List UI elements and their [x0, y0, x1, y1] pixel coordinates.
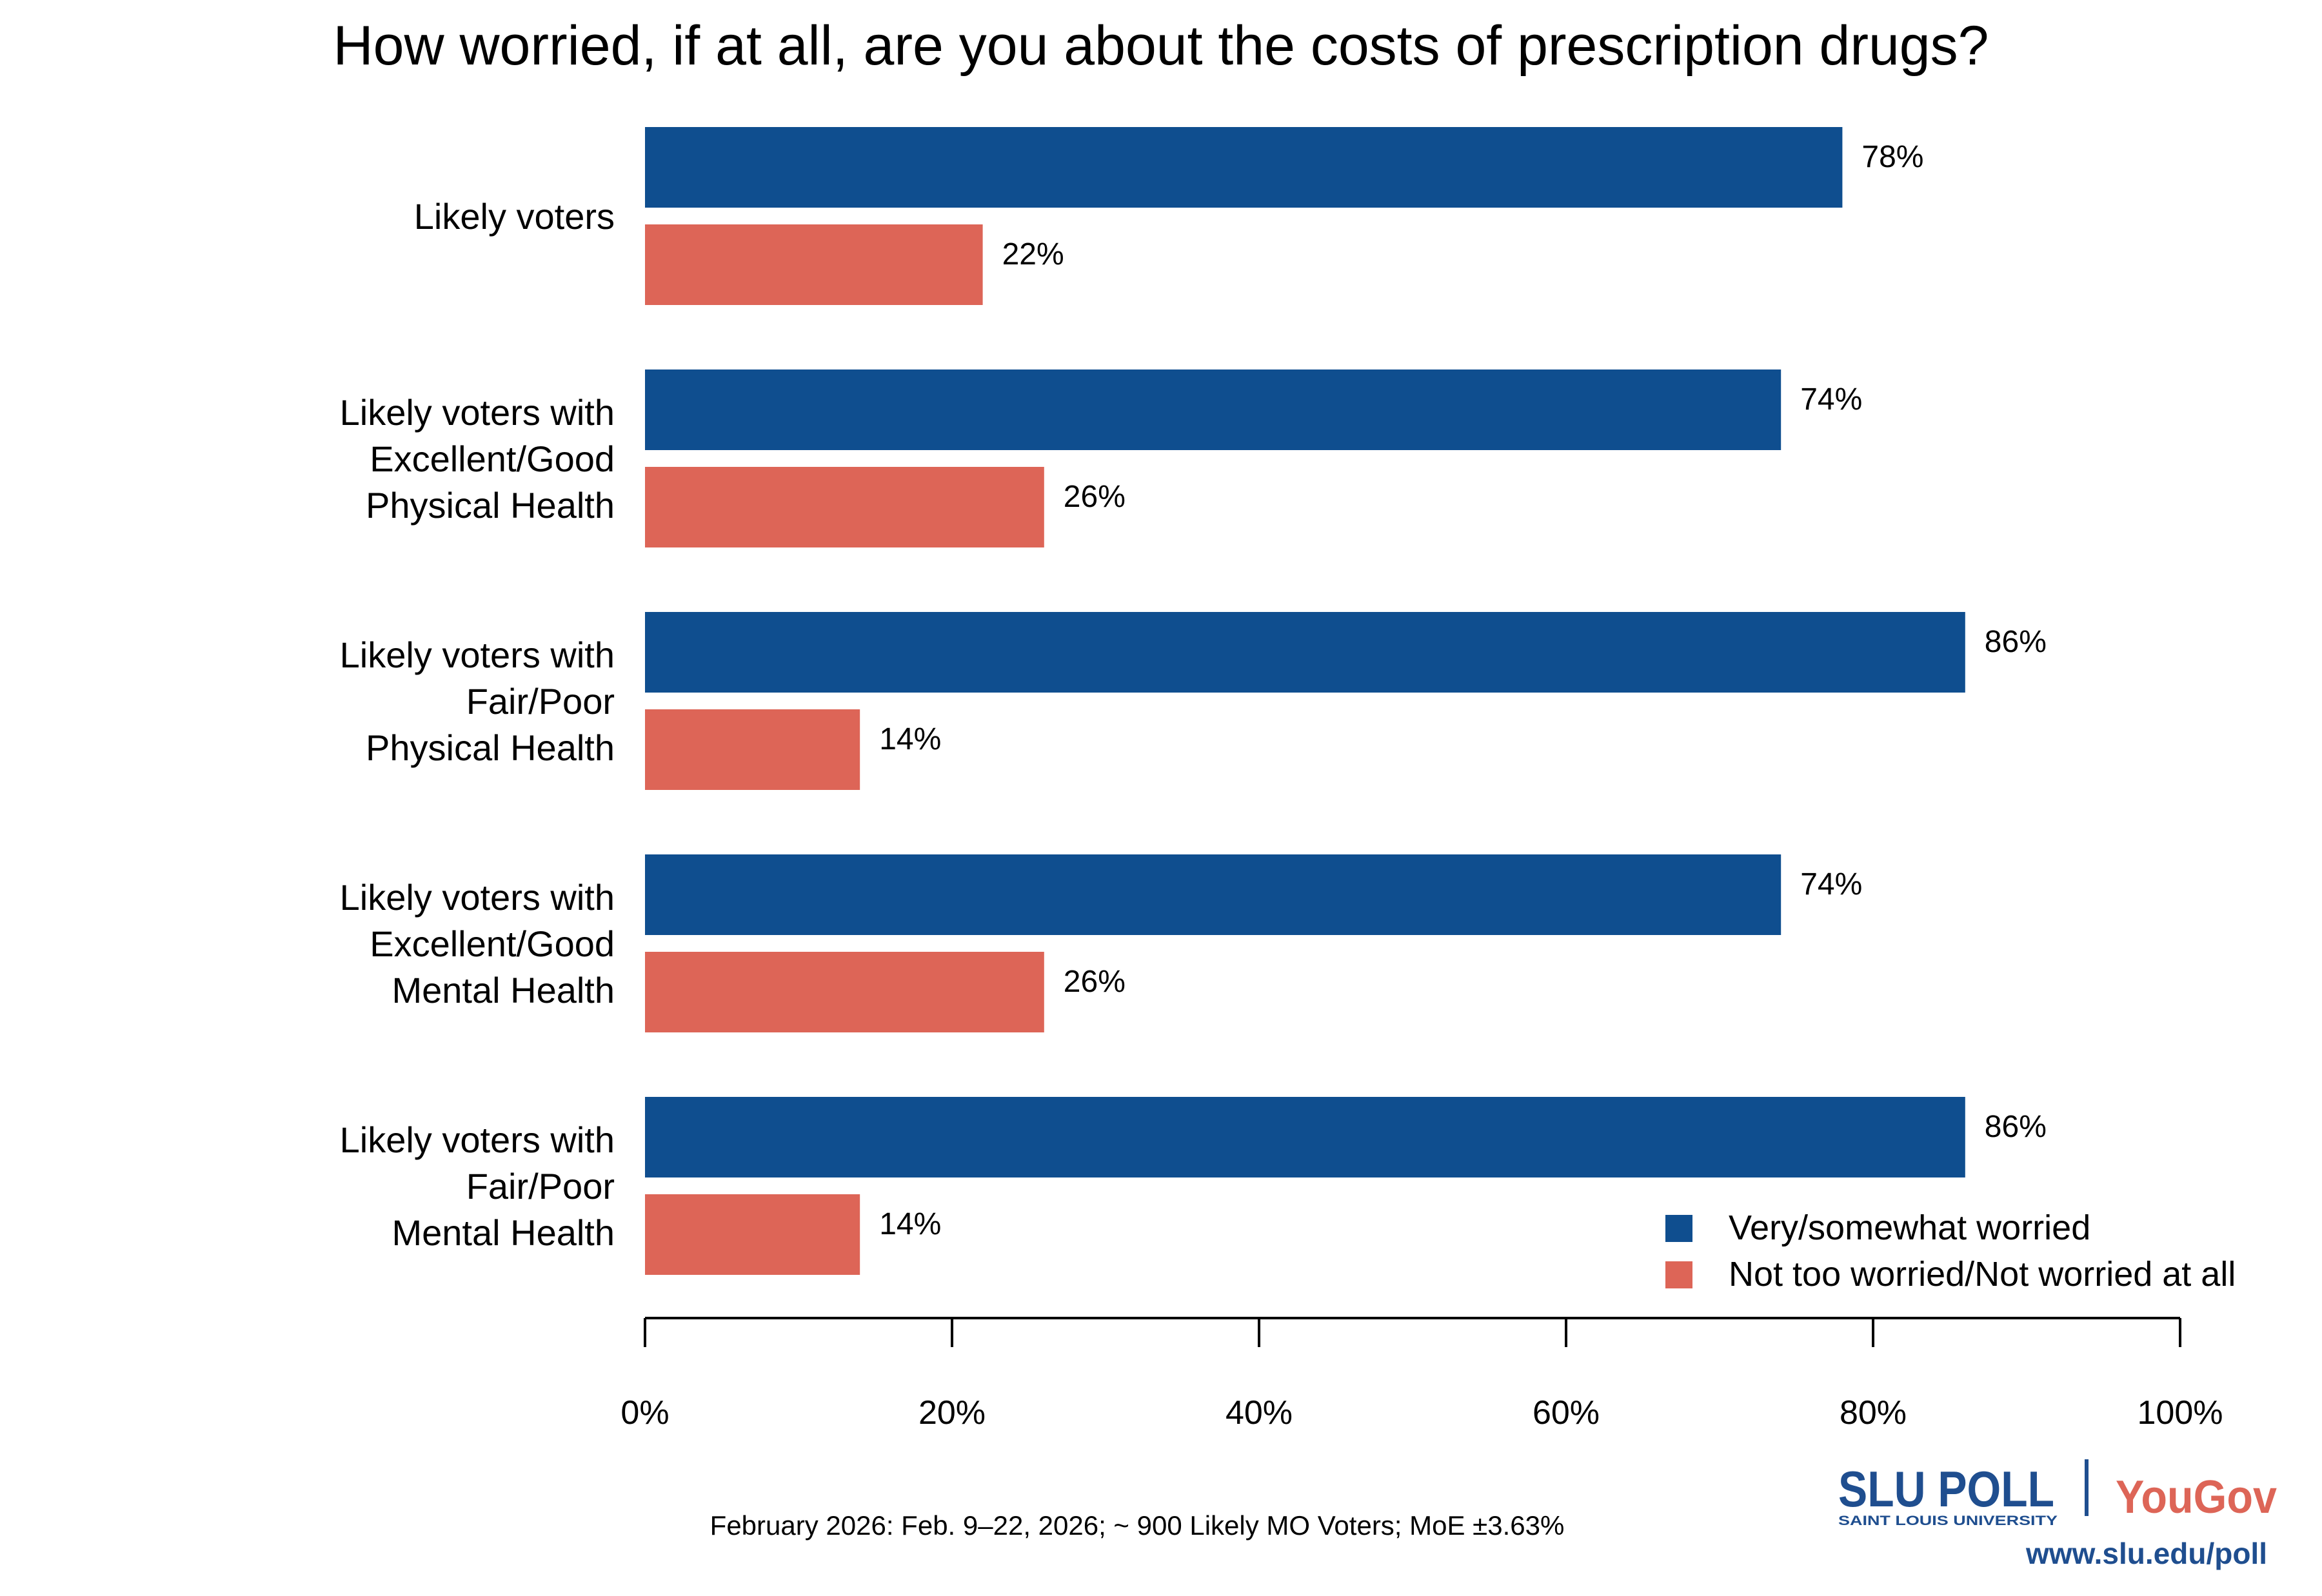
x-tick-label: 80%	[1840, 1394, 1907, 1432]
data-label: 22%	[1002, 237, 1064, 271]
category-label: Likely voters	[414, 196, 615, 237]
bar-not-worried	[645, 467, 1044, 547]
data-label: 26%	[1064, 480, 1126, 514]
slu-logo-subtext: SAINT LOUIS UNIVERSITY	[1838, 1513, 2058, 1528]
legend-swatch	[1665, 1261, 1692, 1288]
x-tick-label: 0%	[620, 1394, 669, 1432]
bars-group: 78% 22% 74% 26% 86% 14% 74% 26% 86% 14%	[645, 127, 2047, 1275]
bar-not-worried	[645, 952, 1044, 1032]
logo-divider	[2085, 1459, 2089, 1516]
category-label: Mental Health	[392, 1212, 615, 1253]
footer-note: February 2026: Feb. 9–22, 2026; ~ 900 Li…	[710, 1510, 1565, 1541]
bar-worried	[645, 127, 1843, 208]
poll-url: www.slu.edu/poll	[2025, 1537, 2267, 1570]
x-axis: 0% 20% 40% 60% 80% 100%	[620, 1317, 2223, 1432]
x-tick-label: 40%	[1226, 1394, 1293, 1432]
category-label: Likely voters with	[340, 877, 615, 918]
x-tick-label: 20%	[918, 1394, 986, 1432]
bar-worried	[645, 612, 1965, 693]
data-label: 74%	[1800, 382, 1862, 417]
category-label: Physical Health	[366, 727, 615, 768]
category-label: Physical Health	[366, 485, 615, 526]
x-tick-label: 60%	[1533, 1394, 1600, 1432]
data-label: 78%	[1861, 140, 1923, 174]
chart-title: How worried, if at all, are you about th…	[333, 15, 1989, 77]
category-label: Fair/Poor	[466, 681, 615, 722]
category-label: Excellent/Good	[370, 438, 615, 479]
category-label: Likely voters with	[340, 1119, 615, 1160]
data-label: 14%	[879, 722, 941, 756]
category-labels: Likely voters Likely voters with Excellent…	[340, 196, 615, 1253]
data-label: 86%	[1985, 625, 2047, 659]
data-label: 26%	[1064, 965, 1126, 999]
bar-worried	[645, 854, 1781, 935]
bar-not-worried	[645, 709, 860, 790]
yougov-logo: YouGov	[2116, 1472, 2277, 1523]
x-tick-label: 100%	[2138, 1394, 2223, 1432]
legend-label: Very/somewhat worried	[1729, 1208, 2090, 1247]
category-label: Mental Health	[392, 970, 615, 1010]
category-label: Fair/Poor	[466, 1166, 615, 1207]
data-label: 74%	[1800, 867, 1862, 901]
legend-label: Not too worried/Not worried at all	[1729, 1255, 2236, 1294]
category-label: Excellent/Good	[370, 923, 615, 964]
data-label: 86%	[1985, 1110, 2047, 1144]
bar-not-worried	[645, 224, 983, 305]
category-label: Likely voters with	[340, 392, 615, 433]
bar-not-worried	[645, 1194, 860, 1275]
bar-worried	[645, 1097, 1965, 1177]
slu-poll-logo-text: SLU POLL	[1838, 1461, 2054, 1517]
slu-poll-logo: SLU POLL SAINT LOUIS UNIVERSITY YouGov w…	[1838, 1459, 2277, 1570]
legend-swatch	[1665, 1215, 1692, 1242]
legend: Very/somewhat worried Not too worried/Not…	[1665, 1208, 2236, 1294]
category-label: Likely voters with	[340, 635, 615, 675]
bar-worried	[645, 369, 1781, 450]
data-label: 14%	[879, 1207, 941, 1241]
